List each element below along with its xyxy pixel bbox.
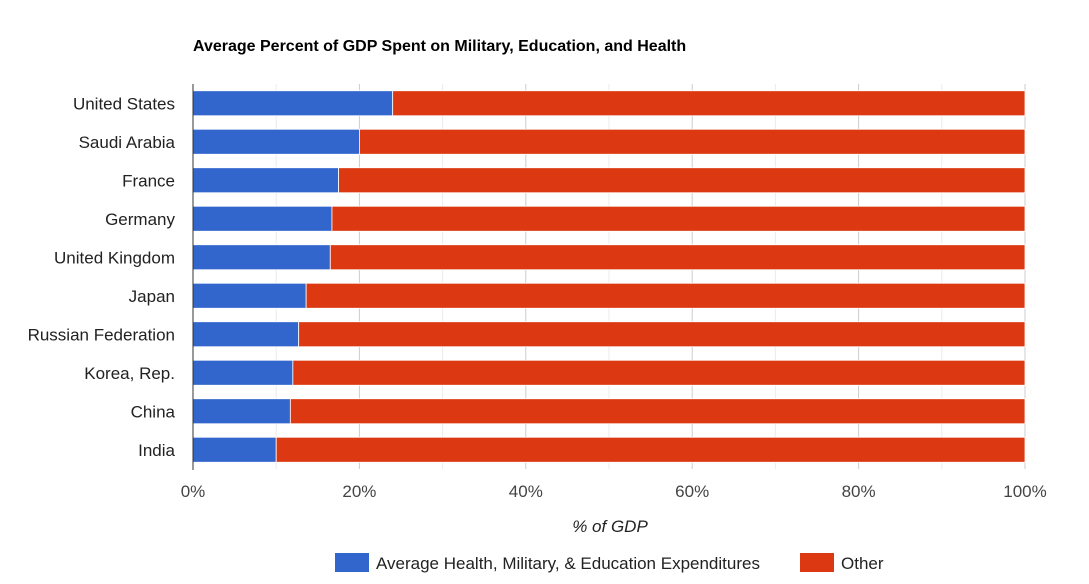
category-label: India [138,441,175,460]
chart-title: Average Percent of GDP Spent on Military… [193,38,687,55]
x-tick-label: 40% [509,482,543,501]
bar-segment-expenditures [192,244,331,271]
x-tick-labels: 0% 20% 40% 60% 80% 100% [181,482,1047,501]
x-tick-label: 60% [675,482,709,501]
legend-swatch [335,553,369,572]
category-label: Russian Federation [28,325,175,344]
bar-segment-expenditures [192,321,300,348]
category-label: Saudi Arabia [79,133,176,152]
x-axis-title: % of GDP [572,517,648,536]
x-tick-label: 20% [342,482,376,501]
bar-segment-expenditures [192,167,340,194]
bar-segment-other [289,398,1026,425]
bar-segment-expenditures [192,282,307,309]
category-label: France [122,171,175,190]
bar-segment-other [298,321,1026,348]
category-label: United States [73,94,175,113]
bar-segment-expenditures [192,359,294,386]
category-label: Korea, Rep. [84,364,175,383]
category-labels: United States Saudi Arabia France Germany Un… [28,94,176,460]
bar-segment-other [338,167,1026,194]
bar-segment-other [392,90,1026,117]
bar-segment-other [358,128,1026,155]
category-label: United Kingdom [54,248,175,267]
bar-segment-other [275,436,1026,463]
x-tick-label: 100% [1003,482,1046,501]
bar-segment-expenditures [192,436,277,463]
bar-segment-expenditures [192,205,333,232]
legend: Average Health, Military, & Education Ex… [335,553,884,573]
legend-swatch [800,553,834,572]
bar-segment-other [331,205,1026,232]
x-tick-label: 0% [181,482,206,501]
legend-label: Other [841,554,884,573]
bars [192,90,1026,463]
category-label: Japan [129,287,175,306]
bar-segment-other [305,282,1026,309]
bar-segment-expenditures [192,90,394,117]
category-label: China [131,402,176,421]
legend-label: Average Health, Military, & Education Ex… [376,554,760,573]
bar-segment-other [292,359,1026,386]
bar-segment-expenditures [192,128,360,155]
bar-segment-expenditures [192,398,291,425]
x-tick-label: 80% [842,482,876,501]
bar-segment-other [329,244,1026,271]
category-label: Germany [105,210,175,229]
